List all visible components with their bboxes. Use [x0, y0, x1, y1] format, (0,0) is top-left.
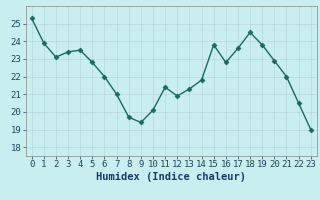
X-axis label: Humidex (Indice chaleur): Humidex (Indice chaleur) [96, 172, 246, 182]
